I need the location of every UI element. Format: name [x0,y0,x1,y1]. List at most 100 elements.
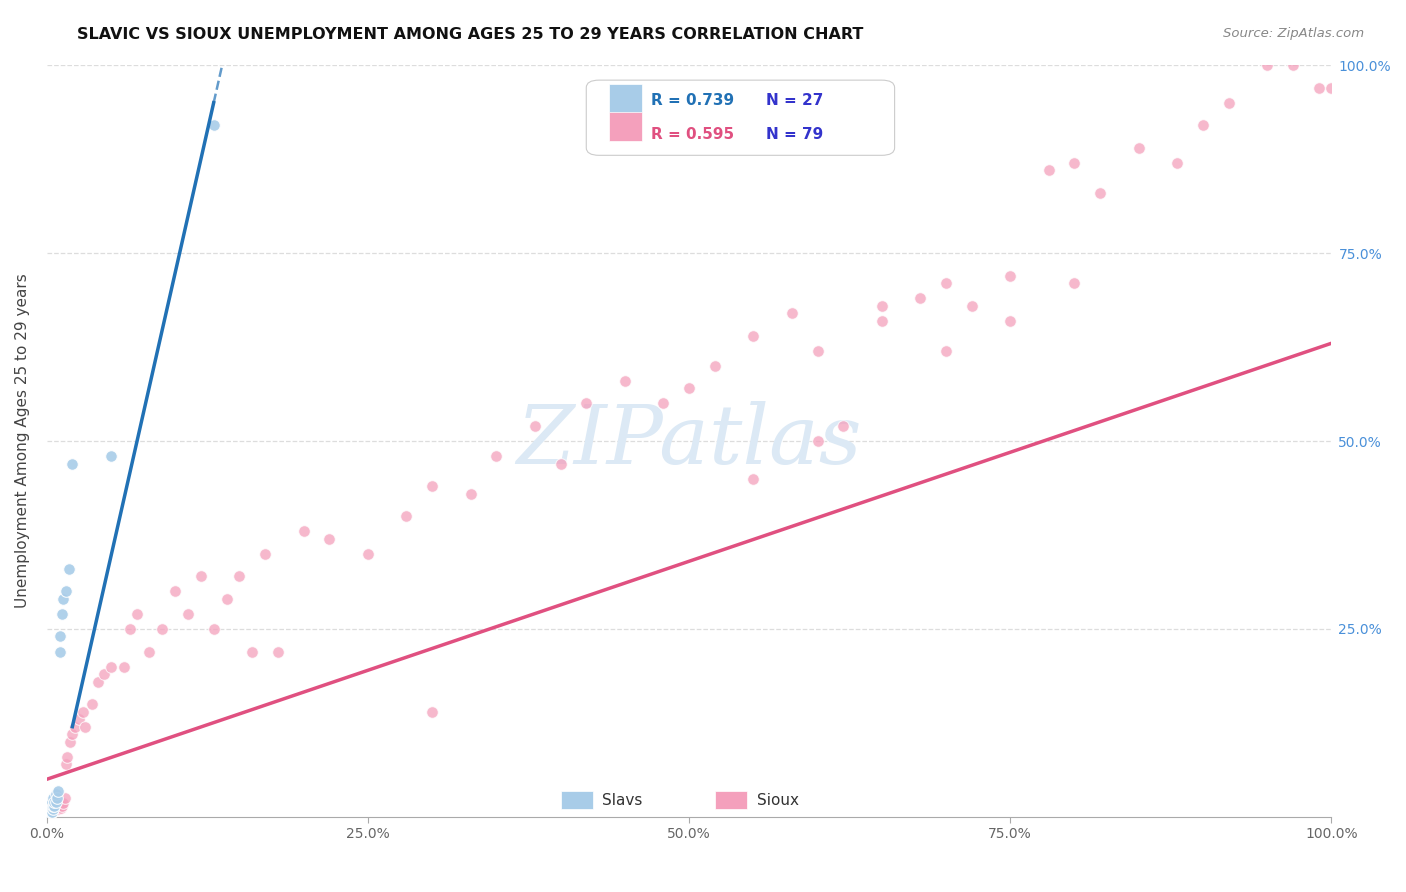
Point [120,622,142,636]
Point [228,569,250,583]
Point [1063,276,1085,290]
Point [46,798,69,813]
FancyBboxPatch shape [586,80,894,155]
Point [318,532,340,546]
Text: Sioux: Sioux [758,793,799,808]
Point [150,622,173,636]
Point [44,795,66,809]
Point [44,798,66,813]
Point [254,547,277,561]
Point [39,806,62,821]
Point [1308,80,1330,95]
Point [100,659,122,673]
Text: R = 0.595: R = 0.595 [651,127,734,142]
Point [485,449,508,463]
Point [165,584,187,599]
Point [67,712,90,726]
Text: R = 0.739: R = 0.739 [651,94,734,109]
Point [935,343,957,358]
Point [39,802,62,816]
Point [1063,156,1085,170]
Point [575,396,598,410]
Point [613,374,636,388]
Point [267,644,290,658]
Point [38,806,60,821]
Point [55,584,77,599]
Point [39,798,62,813]
Point [55,757,77,772]
Point [806,434,828,448]
Point [45,795,67,809]
Point [177,607,200,621]
Point [53,791,76,805]
Point [678,381,700,395]
Point [703,359,725,373]
Bar [561,790,593,809]
Point [80,697,103,711]
Point [45,788,67,802]
Point [292,524,315,539]
Point [48,630,70,644]
Point [42,802,65,816]
Point [1128,141,1150,155]
Bar [714,790,747,809]
Point [202,622,225,636]
Point [523,419,546,434]
Point [60,727,83,741]
Point [37,807,59,822]
Point [51,798,73,813]
Point [870,299,893,313]
Point [46,802,69,816]
Y-axis label: Unemployment Among Ages 25 to 29 years: Unemployment Among Ages 25 to 29 years [15,274,30,608]
Point [420,705,443,719]
Text: Slavs: Slavs [602,793,643,808]
Point [1038,163,1060,178]
Point [550,457,572,471]
Point [59,735,82,749]
Point [870,314,893,328]
Point [100,449,122,463]
Point [42,791,65,805]
Point [44,804,66,818]
Bar [609,112,641,141]
Point [780,306,803,320]
Point [48,644,70,658]
Bar [609,85,641,113]
Point [112,659,135,673]
Point [652,396,675,410]
Point [42,802,65,816]
Point [910,291,932,305]
Point [46,791,69,805]
Point [190,569,212,583]
Text: Source: ZipAtlas.com: Source: ZipAtlas.com [1223,27,1364,40]
Point [41,801,63,815]
Point [832,419,855,434]
Point [58,562,80,576]
Point [806,343,828,358]
Point [138,644,160,658]
Text: N = 79: N = 79 [766,127,824,142]
Point [45,801,67,815]
Point [1282,58,1305,72]
Point [357,547,380,561]
Point [1000,268,1022,283]
Text: ZIPatlas: ZIPatlas [516,401,862,481]
Text: N = 27: N = 27 [766,94,824,109]
Point [42,798,65,813]
Point [202,118,225,132]
Point [41,805,63,819]
Point [240,644,263,658]
Point [38,804,60,818]
Text: SLAVIC VS SIOUX UNEMPLOYMENT AMONG AGES 25 TO 29 YEARS CORRELATION CHART: SLAVIC VS SIOUX UNEMPLOYMENT AMONG AGES … [77,27,863,42]
Point [87,674,110,689]
Point [75,720,97,734]
Point [41,804,63,818]
Point [742,328,765,343]
Point [395,509,418,524]
Point [46,783,69,797]
Point [1192,118,1215,132]
Point [60,457,83,471]
Point [1320,80,1343,95]
Point [1256,58,1278,72]
Point [49,801,72,815]
